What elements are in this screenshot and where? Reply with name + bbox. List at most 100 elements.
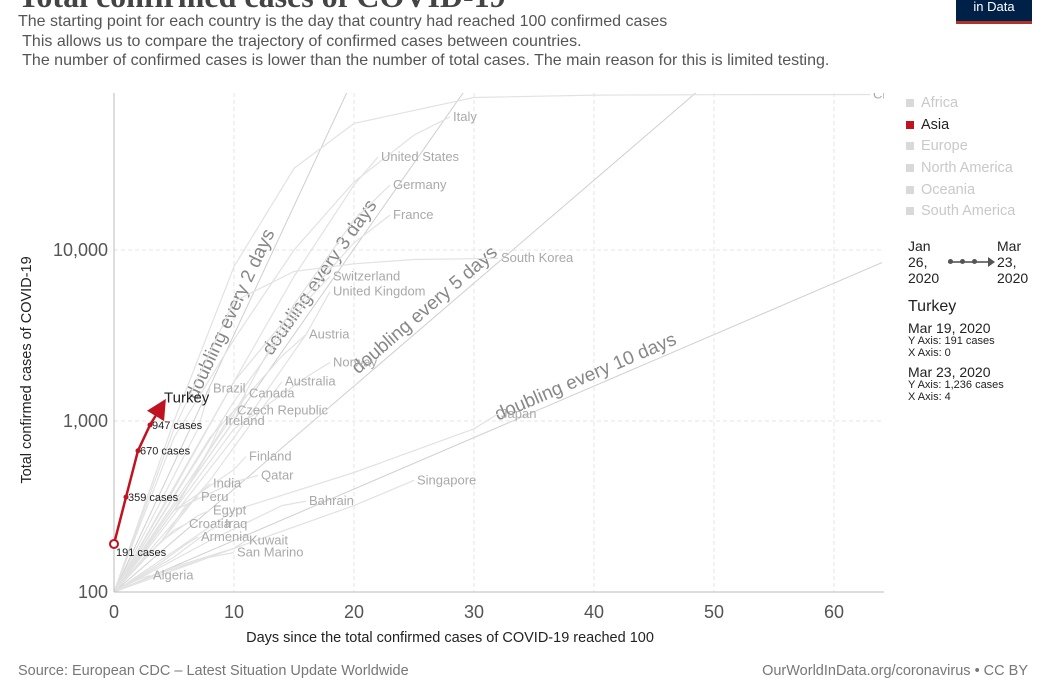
doubling-line	[114, 93, 464, 592]
background-series-lines: China Italy United States Germany France Sout…	[114, 86, 908, 593]
series-line[interactable]	[114, 276, 331, 593]
highlighted-series-label[interactable]: Turkey	[164, 389, 210, 406]
info-y-value: Y Axis: 1,236 cases	[908, 379, 1004, 391]
series-label[interactable]: Ireland	[225, 413, 265, 428]
series-label[interactable]: Italy	[453, 109, 477, 124]
timeline-arrow-icon	[988, 257, 995, 267]
legend-item-asia[interactable]: Asia	[906, 114, 1015, 136]
series-label[interactable]: Switzerland	[333, 268, 400, 283]
series-label[interactable]: Germany	[393, 177, 447, 192]
subtitle-line-3: The number of confirmed cases is lower t…	[18, 52, 830, 69]
legend-item-north-america[interactable]: North America	[906, 157, 1015, 179]
legend-label: Europe	[921, 138, 968, 155]
series-line[interactable]	[114, 334, 307, 592]
series-line[interactable]	[114, 156, 379, 592]
series-label[interactable]: Japan	[501, 406, 536, 421]
series-label[interactable]: United Kingdom	[333, 284, 426, 299]
series-label[interactable]: Finland	[249, 449, 292, 464]
series-label[interactable]: San Marino	[237, 545, 303, 560]
legend-item-europe[interactable]: Europe	[906, 135, 1015, 157]
info-date: Mar 19, 2020	[908, 320, 991, 336]
timeline-slider[interactable]: Jan 26, 2020 Mar 23, 2020	[908, 238, 1038, 290]
credit-link[interactable]: OurWorldInData.org/coronavirus • CC BY	[762, 663, 1028, 679]
series-line[interactable]	[114, 574, 151, 592]
x-tick-label: 20	[344, 602, 364, 622]
legend-swatch	[906, 207, 914, 216]
series-label[interactable]: Armenia	[201, 529, 250, 544]
series-line[interactable]	[114, 479, 415, 592]
y-tick-label: 1,000	[63, 411, 108, 431]
point-label: 359 cases	[128, 492, 179, 504]
series-line[interactable]	[114, 291, 331, 592]
highlighted-point[interactable]	[109, 538, 119, 549]
subtitle-line-2: This allows us to compare the trajectory…	[18, 32, 582, 50]
series-label[interactable]: India	[213, 476, 242, 491]
series-line[interactable]	[114, 552, 235, 592]
highlighted-point[interactable]	[123, 494, 129, 500]
info-date: Mar 23, 2020	[908, 364, 991, 380]
series-line[interactable]	[114, 116, 451, 592]
series-line[interactable]	[114, 474, 259, 593]
series-label[interactable]: Croatia	[189, 516, 232, 531]
series-label[interactable]: Iraq	[225, 516, 247, 531]
highlighted-point[interactable]	[135, 448, 141, 454]
series-line[interactable]	[114, 214, 391, 592]
series-label[interactable]: Kuwait	[249, 533, 288, 548]
series-line[interactable]	[114, 523, 187, 592]
info-x-value: X Axis: 4	[908, 390, 951, 403]
x-axis-title: Days since the total confirmed cases of …	[246, 630, 654, 646]
legend-item-south-america[interactable]: South America	[906, 200, 1015, 222]
point-label: 191 cases	[116, 547, 167, 559]
legend-swatch	[906, 98, 914, 107]
legend-label: Oceania	[921, 181, 976, 198]
legend-swatch	[906, 163, 914, 172]
series-label[interactable]: Peru	[201, 489, 228, 504]
series-label[interactable]: United States	[381, 149, 460, 164]
series-label[interactable]: Egypt	[213, 502, 247, 517]
series-label[interactable]: Qatar	[261, 468, 294, 483]
series-label[interactable]: Brazil	[213, 380, 246, 395]
source-note[interactable]: Source: European CDC – Latest Situation …	[18, 663, 409, 679]
owid-logo[interactable]: in Data	[956, 0, 1032, 24]
series-label[interactable]: Norway	[333, 354, 378, 369]
timeline-dot[interactable]	[960, 259, 965, 264]
y-tick-label: 10,000	[53, 240, 108, 260]
x-tick-label: 50	[704, 602, 724, 622]
info-y-value: Y Axis: 191 cases	[908, 335, 995, 347]
series-line[interactable]	[114, 184, 391, 592]
series-line[interactable]	[114, 536, 199, 592]
series-label[interactable]: Canada	[249, 385, 295, 400]
axes: 0 10 20 30 40 50 60 100 1,000 10,000	[53, 93, 884, 622]
info-x-value: X Axis: 0	[908, 346, 951, 359]
series-label[interactable]: China	[873, 86, 908, 101]
series-label[interactable]: Singapore	[417, 472, 476, 487]
timeline-dot[interactable]	[948, 259, 953, 264]
series-line[interactable]	[114, 523, 223, 592]
series-line[interactable]	[114, 93, 871, 593]
legend-item-oceania[interactable]: Oceania	[906, 179, 1015, 201]
series-label[interactable]: Austria	[309, 327, 350, 342]
legend-item-africa[interactable]: Africa	[906, 92, 1015, 114]
timeline-track[interactable]	[948, 257, 995, 267]
point-label: 947 cases	[152, 420, 203, 432]
x-tick-label: 10	[224, 602, 244, 622]
highlighted-point[interactable]	[147, 422, 153, 428]
series-line[interactable]	[114, 257, 499, 592]
series-line[interactable]	[114, 393, 247, 592]
timeline-dot[interactable]	[972, 259, 977, 264]
info-country: Turkey	[908, 298, 957, 315]
legend-label: Asia	[921, 116, 950, 133]
series-label[interactable]: Czech Republic	[237, 403, 329, 418]
series-line[interactable]	[114, 388, 211, 593]
series-line[interactable]	[114, 381, 283, 592]
series-label[interactable]: Algeria	[153, 567, 194, 582]
series-label[interactable]: Bahrain	[309, 493, 354, 508]
series-label[interactable]: Australia	[285, 374, 336, 389]
series-label[interactable]: France	[393, 207, 433, 222]
timeline-end-label: Mar 23, 2020	[997, 238, 1029, 286]
series-line[interactable]	[114, 413, 499, 592]
series-label[interactable]: South Korea	[501, 250, 574, 265]
info-entry: Mar 23, 2020 Y Axis: 1,236 cases X Axis:…	[908, 365, 1048, 403]
series-line[interactable]	[114, 500, 307, 592]
